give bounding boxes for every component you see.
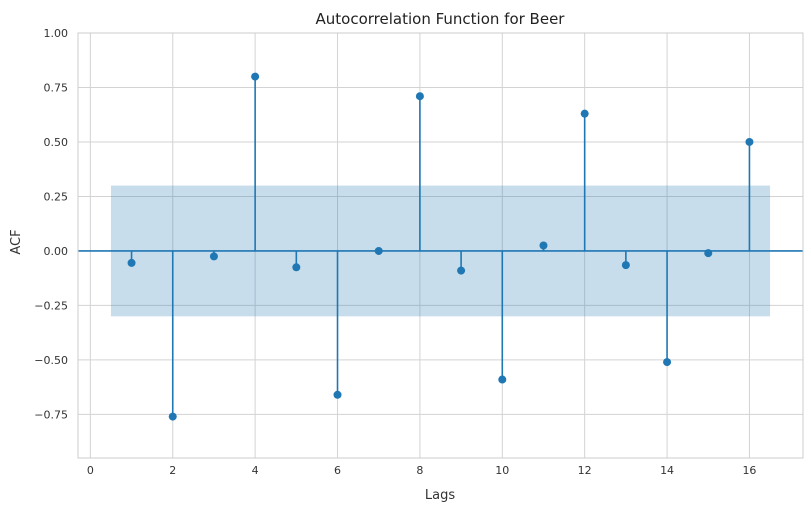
acf-marker bbox=[209, 252, 218, 261]
x-tick-label: 2 bbox=[169, 464, 176, 477]
plot-frame bbox=[77, 32, 804, 459]
stem-layer bbox=[78, 72, 803, 421]
x-tick-label: 6 bbox=[334, 464, 341, 477]
acf-marker bbox=[621, 261, 630, 270]
x-tick-label: 14 bbox=[660, 464, 674, 477]
y-tick-label: −0.75 bbox=[34, 408, 68, 421]
y-tick-label: 1.00 bbox=[44, 27, 69, 40]
acf-marker bbox=[415, 92, 424, 101]
acf-marker bbox=[704, 249, 713, 258]
chart-title: Autocorrelation Function for Beer bbox=[316, 10, 566, 28]
tick-label-layer: 0 2 4 6 8 10 12 14 16 1.00 0.75 0.50 0.25 0.00 −0.25 −0… bbox=[34, 27, 756, 477]
y-tick-label: −0.50 bbox=[34, 354, 68, 367]
acf-marker bbox=[333, 390, 342, 399]
acf-marker bbox=[745, 137, 754, 146]
acf-marker bbox=[580, 109, 589, 118]
acf-marker bbox=[374, 246, 383, 255]
x-axis-label: Lags bbox=[425, 488, 455, 503]
y-tick-label: 0.50 bbox=[44, 136, 69, 149]
x-tick-label: 10 bbox=[495, 464, 509, 477]
x-tick-label: 8 bbox=[416, 464, 423, 477]
acf-marker bbox=[251, 72, 260, 81]
y-tick-label: 0.25 bbox=[44, 190, 69, 203]
y-tick-label: 0.75 bbox=[44, 81, 69, 94]
acf-marker bbox=[127, 258, 136, 267]
acf-marker bbox=[457, 266, 466, 275]
x-tick-label: 12 bbox=[578, 464, 592, 477]
x-tick-label: 0 bbox=[87, 464, 94, 477]
y-tick-label: −0.25 bbox=[34, 299, 68, 312]
acf-marker bbox=[292, 263, 301, 272]
acf-marker bbox=[663, 358, 672, 367]
acf-marker bbox=[168, 412, 177, 421]
x-tick-label: 16 bbox=[742, 464, 756, 477]
y-axis-label: ACF bbox=[9, 229, 24, 254]
x-tick-label: 4 bbox=[252, 464, 259, 477]
acf-marker bbox=[498, 375, 507, 384]
acf-marker bbox=[539, 241, 548, 250]
y-tick-label: 0.00 bbox=[44, 245, 69, 258]
